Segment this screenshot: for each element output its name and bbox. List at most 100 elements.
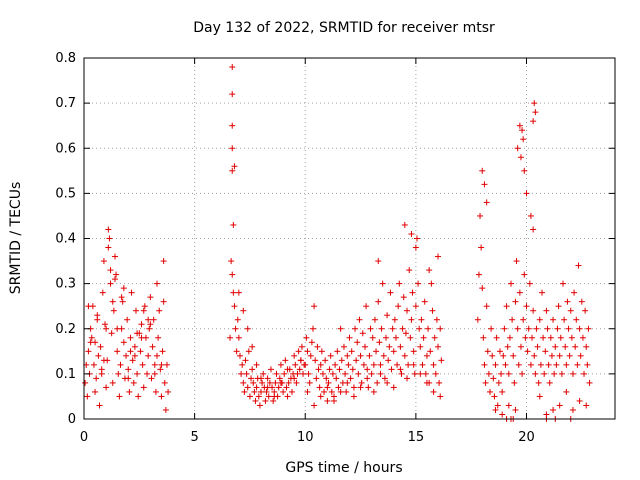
data-point [433,316,440,323]
data-point [231,163,238,170]
data-point [85,348,92,355]
data-point [386,343,393,350]
data-point [533,325,540,332]
data-point [156,307,163,314]
data-point [489,352,496,359]
data-point [157,366,164,373]
data-point [429,307,436,314]
data-point [521,167,528,174]
data-point [585,325,592,332]
data-point [410,348,417,355]
data-point [155,334,162,341]
data-point [412,303,419,310]
data-point [360,361,367,368]
data-point [423,379,430,386]
data-point [538,289,545,296]
data-point [125,366,132,373]
data-point [357,384,364,391]
data-point [336,366,343,373]
data-point [152,388,159,395]
data-point [352,325,359,332]
data-point [326,366,333,373]
data-point [158,393,165,400]
data-point [241,388,248,395]
data-point [115,370,122,377]
data-point [430,388,437,395]
data-point [514,145,521,152]
data-point [564,298,571,305]
data-point [529,334,536,341]
data-point [408,316,415,323]
data-point [475,271,482,278]
data-point [258,388,264,395]
data-point [154,352,161,359]
data-point [229,167,236,174]
data-point [265,393,272,400]
data-point [242,357,249,364]
data-point [111,253,118,260]
x-tick-label: 0 [80,430,88,445]
data-point [566,352,573,359]
data-point [526,280,533,287]
data-point [576,397,583,404]
data-points [82,64,593,422]
data-point [260,370,267,377]
data-point [410,361,417,368]
data-point [555,303,562,310]
data-point [546,379,553,386]
data-point [576,325,583,332]
data-point [527,212,534,219]
data-point [240,379,247,386]
data-point [161,379,168,386]
data-point [485,370,492,377]
data-point [496,348,503,355]
x-tick-label: 10 [297,430,314,445]
data-point [577,352,584,359]
data-point [239,361,246,368]
data-point [98,370,105,377]
data-point [532,109,539,116]
data-point [366,352,373,359]
data-point [315,366,322,373]
data-point [505,370,512,377]
data-point [128,289,135,296]
data-point [327,352,334,359]
data-point [505,402,512,409]
data-point [573,316,580,323]
data-point [132,307,139,314]
data-point [413,235,420,242]
data-point [361,343,368,350]
data-point [484,348,491,355]
data-point [246,393,253,400]
data-point [562,343,569,350]
data-point [558,370,565,377]
y-tick-label: 0.8 [55,51,76,66]
data-point [292,361,299,368]
data-point [534,343,541,350]
data-point [438,357,445,364]
data-point [125,375,132,382]
data-point [541,370,548,377]
data-point [88,334,95,341]
data-point [419,361,426,368]
data-point [150,316,157,323]
data-point [357,352,364,359]
data-point [425,325,432,332]
data-point [557,334,564,341]
data-point [138,334,145,341]
data-point [523,303,530,310]
data-point [92,339,99,346]
data-point [302,361,309,368]
data-point [283,384,290,391]
data-point [480,334,487,341]
data-point [277,379,284,386]
data-point [139,361,146,368]
data-point [401,221,408,228]
data-point [229,64,236,71]
data-point [358,379,365,386]
data-point [124,316,131,323]
data-point [240,307,247,314]
data-point [512,406,519,413]
data-point [273,370,280,377]
y-tick-label: 0.1 [55,367,76,382]
